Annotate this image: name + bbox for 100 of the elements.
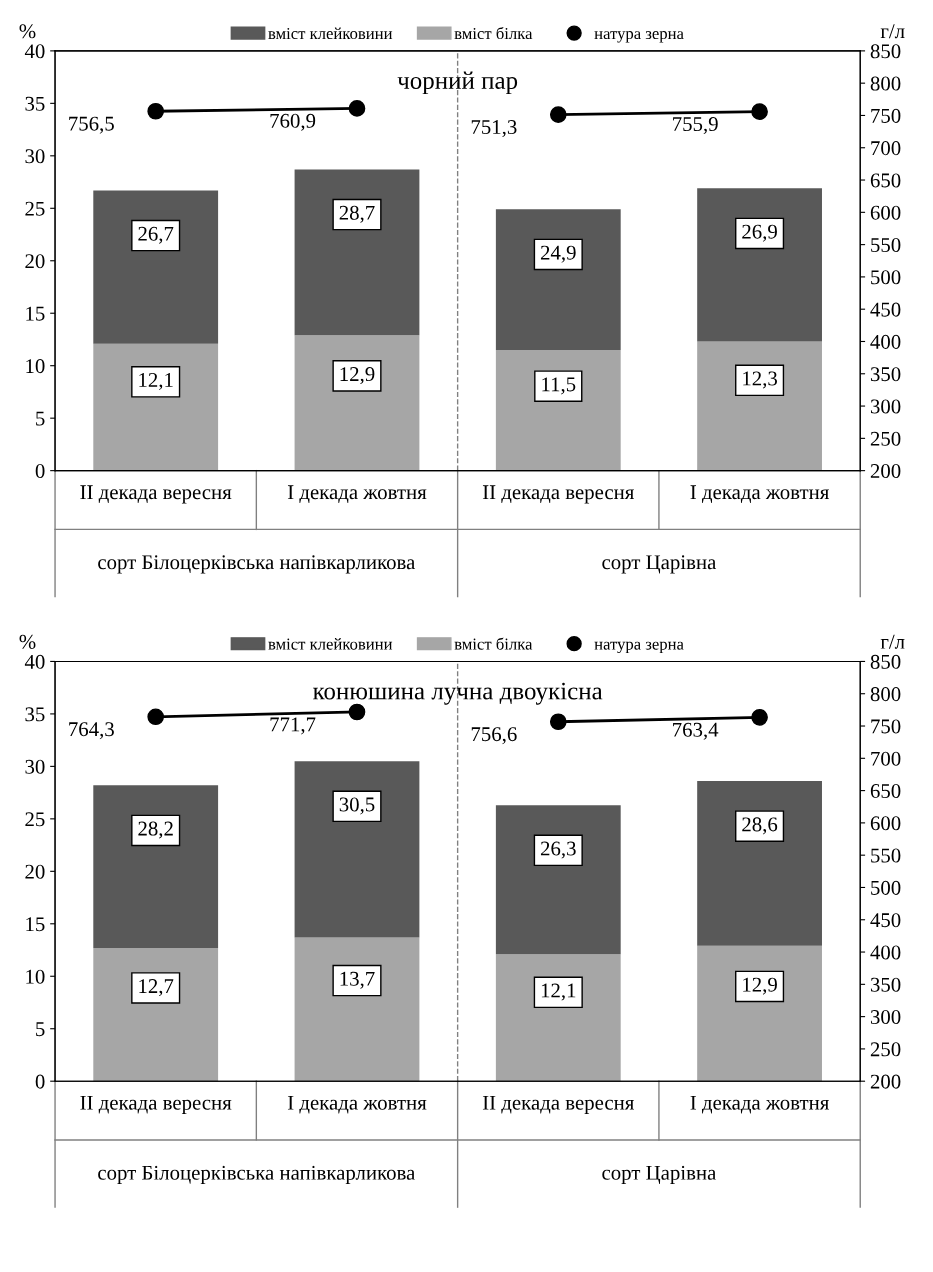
y2-tick-label: 650 xyxy=(870,173,901,188)
y2-axis-title: г/л xyxy=(880,634,905,649)
y2-axis-title: г/л xyxy=(880,24,905,39)
x-tick-label: I декада жовтня xyxy=(690,485,829,504)
text: сорт Царівна xyxy=(602,555,717,574)
data-label: 756,5 xyxy=(69,116,114,134)
y2-tick-label: 850 xyxy=(870,44,901,59)
y2-tick-label: 700 xyxy=(871,141,901,156)
text: чорний пар xyxy=(397,71,518,95)
y2-tick-label: 500 xyxy=(871,880,901,895)
x-tick-label: II декада вересня xyxy=(80,485,232,504)
total-label: 26,7 xyxy=(138,226,174,244)
bar xyxy=(93,947,219,1082)
bar xyxy=(93,785,219,948)
y-tick-label: 15 xyxy=(26,306,45,321)
legend-label: вміст клейковини xyxy=(268,638,393,650)
text: конюшина лучна двоукісна xyxy=(313,682,603,705)
legend-label: вміст білка xyxy=(454,27,533,40)
y-tick-label: 10 xyxy=(26,359,45,374)
y-tick-label: 0 xyxy=(35,1074,45,1089)
bar xyxy=(495,954,621,1082)
x-tick-label: II декада вересня xyxy=(482,1095,634,1114)
data-label: 760,9 xyxy=(270,113,316,131)
bar xyxy=(697,188,822,342)
total-label: 28,2 xyxy=(138,821,173,839)
y2-tick-label: 400 xyxy=(870,945,901,960)
data-label: 12,1 xyxy=(139,372,173,390)
data-label: 756,6 xyxy=(471,727,517,745)
y-tick-label: 35 xyxy=(25,96,45,111)
x-tick-label: I декада жовтня xyxy=(287,485,427,504)
y2-tick-label: 200 xyxy=(870,1074,901,1089)
total-label: 24,9 xyxy=(540,245,576,263)
y-tick-label: 40 xyxy=(24,654,45,669)
total-label: 30,5 xyxy=(339,797,375,815)
y-tick-label: 10 xyxy=(26,969,45,984)
y2-tick-label: 400 xyxy=(870,334,901,349)
y-tick-label: 0 xyxy=(35,464,45,479)
y-tick-label: 30 xyxy=(25,759,45,774)
y-tick-label: 25 xyxy=(25,812,45,827)
text: сорт Білоцерківська напівкарликова xyxy=(98,555,416,574)
data-label: 11,5 xyxy=(542,377,576,395)
y2-tick-label: 250 xyxy=(870,1042,901,1057)
y2-tick-label: 600 xyxy=(870,816,901,831)
x-tick-label: I декада жовтня xyxy=(690,1095,829,1114)
total-label: 26,3 xyxy=(540,841,576,859)
data-label: 12,7 xyxy=(139,979,174,997)
bar xyxy=(294,761,420,938)
y2-tick-label: 350 xyxy=(870,367,901,382)
data-label: 12,3 xyxy=(743,371,777,389)
y-tick-label: 20 xyxy=(25,254,45,269)
bar xyxy=(294,335,420,471)
y-tick-label: 25 xyxy=(25,201,45,216)
y2-tick-label: 300 xyxy=(870,399,901,414)
bar xyxy=(495,349,621,471)
y-tick-label: 40 xyxy=(24,44,45,59)
legend-label: натура зерна xyxy=(594,641,684,654)
y2-tick-label: 300 xyxy=(870,1010,901,1025)
legend-label: вміст білка xyxy=(454,637,533,650)
x-tick-label: I декада жовтня xyxy=(287,1095,427,1114)
y-axis-title: % xyxy=(19,634,36,649)
bar xyxy=(495,805,621,955)
bar xyxy=(93,190,219,344)
y2-tick-label: 750 xyxy=(871,719,901,734)
data-label: 755,9 xyxy=(673,117,718,135)
y-tick-label: 15 xyxy=(26,917,45,932)
y2-tick-label: 650 xyxy=(870,783,901,799)
total-label: 28,6 xyxy=(742,817,778,835)
bar xyxy=(697,945,822,1082)
bar xyxy=(294,169,420,336)
bar xyxy=(495,209,621,350)
y-tick-label: 20 xyxy=(25,864,45,879)
y-axis-title: % xyxy=(19,24,36,39)
total-label: 28,7 xyxy=(339,205,375,223)
data-label: 771,7 xyxy=(270,717,316,735)
data-label: 763,4 xyxy=(673,722,719,740)
y2-tick-label: 450 xyxy=(870,302,901,317)
y2-tick-label: 500 xyxy=(871,270,901,285)
x-tick-label: II декада вересня xyxy=(482,485,634,504)
y2-tick-label: 800 xyxy=(870,76,901,91)
y2-tick-label: 350 xyxy=(870,977,901,992)
data-label: 12,1 xyxy=(541,983,576,1001)
text: сорт Царівна xyxy=(602,1165,717,1185)
text: сорт Білоцерківська напівкарликова xyxy=(98,1165,416,1185)
legend-label: вміст клейковини xyxy=(268,27,393,40)
y2-tick-label: 550 xyxy=(871,848,901,863)
y2-tick-label: 450 xyxy=(870,913,901,928)
y2-tick-label: 550 xyxy=(871,237,901,253)
data-label: 764,3 xyxy=(69,722,114,740)
y2-tick-label: 600 xyxy=(870,205,901,220)
y-tick-label: 5 xyxy=(36,411,45,426)
bar xyxy=(697,781,822,946)
y2-tick-label: 850 xyxy=(870,654,901,669)
data-label: 13,7 xyxy=(340,971,375,989)
y-tick-label: 5 xyxy=(36,1022,45,1037)
y2-tick-label: 250 xyxy=(870,431,901,446)
bar xyxy=(93,343,219,471)
data-label: 751,3 xyxy=(471,120,517,138)
y-tick-label: 35 xyxy=(25,707,45,722)
total-label: 26,9 xyxy=(742,224,777,242)
legend-label: натура зерна xyxy=(594,31,684,43)
